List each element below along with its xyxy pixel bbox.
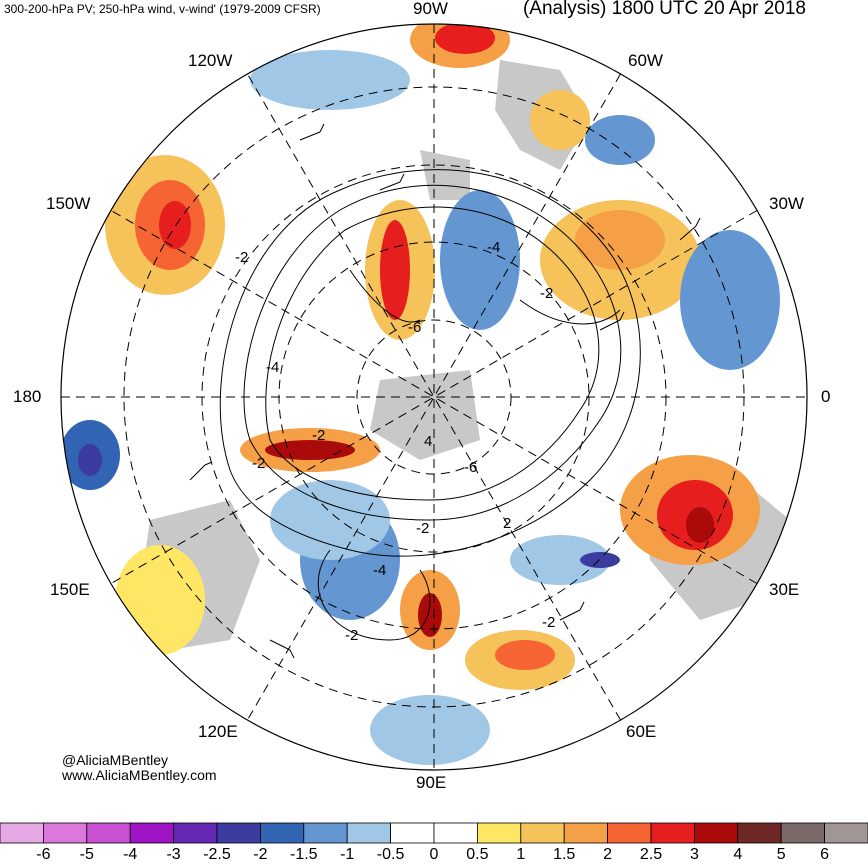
colorbar-swatch <box>43 822 88 844</box>
colorbar-swatch <box>216 822 261 844</box>
chart-title-right: (Analysis) 1800 UTC 20 Apr 2018 <box>522 0 806 19</box>
wind-barbs <box>189 123 701 659</box>
colorbar <box>0 822 868 844</box>
lon-label-150w: 150W <box>46 194 91 213</box>
colorbar-tick-label: -5 <box>79 846 94 863</box>
colorbar-tick-label: 4 <box>733 846 743 863</box>
colorbar-swatch <box>563 822 609 844</box>
contour-label: -2 <box>416 520 429 537</box>
contour-label-group: -2 -4 -6 -2 -2 -4 -2 -6 -2 -4 -2 -2 2 4 <box>235 239 555 644</box>
colorbar-tick-label: -2 <box>253 846 268 863</box>
lon-label-60e: 60E <box>626 722 657 741</box>
colorbar-swatch <box>476 822 522 844</box>
colorbar-swatch <box>650 822 695 844</box>
colorbar-tick-label: -2.5 <box>203 846 231 863</box>
contour-label: -2 <box>252 455 265 472</box>
contour-label: -4 <box>373 562 386 579</box>
colorbar-swatch <box>346 822 392 844</box>
lon-label-60w: 60W <box>628 51 663 70</box>
colorbar-tick-label: -0.5 <box>376 846 405 863</box>
contour-label: -2 <box>235 249 248 266</box>
colorbar-tick-label: 3 <box>689 846 699 863</box>
colorbar-tick-label: -1.5 <box>290 846 318 863</box>
colorbar-swatch <box>607 822 652 844</box>
colorbar-swatch <box>433 822 478 844</box>
pv-anomaly-layer <box>61 24 780 765</box>
colorbar-swatch <box>86 822 131 844</box>
colorbar-swatch <box>694 822 739 844</box>
colorbar-swatch <box>259 822 305 844</box>
lon-label-150e: 150E <box>50 580 90 599</box>
polar-map: -2 -4 -6 -2 -2 -4 -2 -6 -2 -4 -2 -2 2 4 <box>60 23 808 771</box>
colorbar-swatch <box>0 822 44 844</box>
credit-handle: @AliciaMBentley <box>62 752 169 768</box>
colorbar-tick-label: 6 <box>820 846 830 863</box>
colorbar-swatch <box>520 822 565 844</box>
contour-label: -2 <box>542 614 555 631</box>
colorbar-tick-label: -6 <box>36 846 51 863</box>
colorbar-swatch <box>173 822 218 844</box>
contour-label: -4 <box>487 239 500 256</box>
colorbar-tick-label: 5 <box>776 846 786 863</box>
contour-label: -2 <box>345 627 358 644</box>
colorbar-tick-label: 2 <box>603 846 613 863</box>
lon-label-30e: 30E <box>769 580 800 599</box>
colorbar-swatch <box>737 822 782 844</box>
colorbar-tick-label: 0 <box>429 846 439 863</box>
contour-label: -2 <box>540 285 553 302</box>
contour-label: -4 <box>266 359 279 376</box>
map-boundary <box>60 23 808 771</box>
contour-label: -6 <box>408 319 421 336</box>
colorbar-tick-label: -3 <box>166 846 181 863</box>
colorbar-tick-label: 1 <box>516 846 526 863</box>
colorbar-swatch <box>129 822 174 844</box>
colorbar-tick-label: -4 <box>123 846 138 863</box>
colorbar-tick-label: 0.5 <box>466 846 489 863</box>
lon-label-180: 180 <box>13 387 42 406</box>
pv-contours <box>219 169 641 641</box>
graticule <box>61 24 807 770</box>
colorbar-swatch <box>390 822 435 844</box>
colorbar-tick-label: 2.5 <box>639 846 663 863</box>
lon-label-120w: 120W <box>188 51 233 70</box>
lon-label-0: 0 <box>821 387 831 406</box>
colorbar-tick-label: 1.5 <box>553 846 576 863</box>
contour-label: -2 <box>312 427 325 444</box>
chart-title-left: 300-200-hPa PV; 250-hPa wind, v-wind' (1… <box>4 2 321 16</box>
colorbar-swatch <box>303 822 348 844</box>
lon-label-90e: 90E <box>416 773 447 792</box>
lon-label-120e: 120E <box>198 722 238 741</box>
colorbar-swatch <box>824 822 868 844</box>
colorbar-tick-label: -1 <box>340 846 355 863</box>
contour-label: 4 <box>424 433 432 450</box>
credit-website: www.AliciaMBentley.com <box>62 767 217 783</box>
lon-label-90w: 90W <box>413 0 448 18</box>
lon-label-30w: 30W <box>769 194 804 213</box>
colorbar-swatch <box>780 822 826 844</box>
